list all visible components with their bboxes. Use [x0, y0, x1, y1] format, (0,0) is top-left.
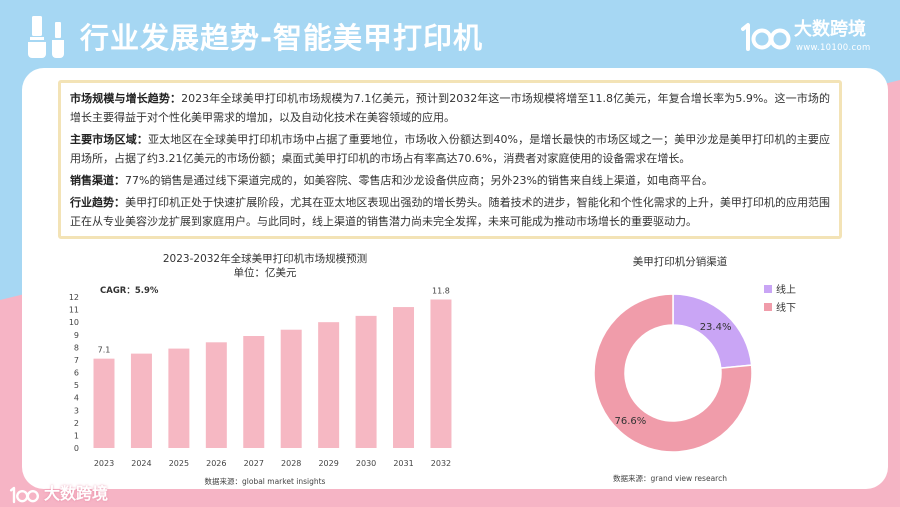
slice-label-offline: 76.6%	[615, 416, 647, 427]
paragraph-text: 美甲打印机正处于快速扩展阶段，尤其在亚太地区表现出强劲的增长势头。随着技术的进步…	[70, 196, 830, 228]
y-tick-label-2: 2	[74, 419, 79, 428]
y-tick-label-11: 11	[69, 306, 79, 315]
summary-paragraph-market-size: 市场规模与增长趋势：2023年全球美甲打印机市场规模为7.1亿美元，预计到203…	[70, 89, 830, 127]
x-tick-label-2024: 2024	[131, 459, 151, 468]
y-tick-label-5: 5	[74, 381, 79, 390]
bar-2030	[355, 315, 377, 448]
paragraph-label: 市场规模与增长趋势：	[70, 92, 182, 105]
legend-swatch-online	[764, 285, 772, 293]
paragraph-label: 销售渠道：	[70, 174, 125, 187]
bar-2026	[205, 342, 227, 448]
x-tick-label-2029: 2029	[318, 459, 338, 468]
y-tick-label-0: 0	[74, 444, 79, 453]
page-title: 行业发展趋势-智能美甲打印机	[80, 21, 484, 55]
legend-swatch-offline	[764, 303, 772, 311]
summary-paragraph-channels: 销售渠道：77%的销售是通过线下渠道完成的，如美容院、零售店和沙龙设备供应商；另…	[70, 171, 830, 190]
brand-url: www.10100.com	[796, 43, 871, 53]
y-tick-label-7: 7	[74, 356, 79, 365]
bar-2025	[168, 348, 190, 448]
slice-label-online: 23.4%	[700, 322, 732, 333]
paragraph-label: 行业趋势：	[70, 196, 126, 209]
x-tick-label-2025: 2025	[169, 459, 189, 468]
x-tick-label-2030: 2030	[356, 459, 376, 468]
donut-chart-title: 美甲打印机分销渠道	[633, 255, 728, 268]
content-card	[22, 68, 888, 489]
brand-logo-mark	[741, 23, 791, 51]
x-tick-label-2032: 2032	[431, 459, 451, 468]
y-tick-label-10: 10	[69, 318, 79, 327]
y-tick-label-8: 8	[74, 343, 79, 352]
x-tick-label-2031: 2031	[393, 459, 413, 468]
bar-2031	[393, 307, 415, 448]
donut-slice-offline	[593, 293, 753, 453]
bar-chart-unit: 单位：亿美元	[234, 266, 297, 279]
brand-logo-bottom: 大数跨境	[6, 484, 116, 506]
y-tick-label-4: 4	[74, 394, 79, 403]
brand-logo-top: 大数跨境 www.10100.com	[738, 18, 873, 56]
paragraph-label: 主要市场区域：	[70, 133, 149, 146]
summary-box: 市场规模与增长趋势：2023年全球美甲打印机市场规模为7.1亿美元，预计到203…	[58, 80, 842, 239]
summary-paragraph-regions: 主要市场区域：亚太地区在全球美甲打印机市场中占据了重要地位，市场收入份额达到40…	[70, 130, 830, 168]
data-label-2023: 7.1	[98, 346, 111, 355]
x-tick-label-2026: 2026	[206, 459, 226, 468]
paragraph-text: 2023年全球美甲打印机市场规模为7.1亿美元，预计到2032年这一市场规模将增…	[70, 92, 831, 124]
bar-2028	[280, 329, 302, 448]
bar-2032	[430, 299, 452, 448]
y-tick-label-6: 6	[74, 369, 79, 378]
bar-2024	[130, 353, 152, 448]
y-tick-label-9: 9	[74, 331, 79, 340]
legend-label-online: 线上	[776, 283, 796, 296]
bar-2027	[243, 336, 265, 448]
y-tick-label-12: 12	[69, 293, 79, 302]
x-tick-label-2023: 2023	[94, 459, 114, 468]
brand-name: 大数跨境	[794, 19, 866, 40]
y-tick-label-3: 3	[74, 406, 79, 415]
bar-chart-title: 2023-2032年全球美甲打印机市场规模预测	[163, 252, 367, 265]
donut-chart-source: 数据来源：grand view research	[613, 473, 727, 483]
bar-2023	[93, 358, 115, 448]
paragraph-text: 亚太地区在全球美甲打印机市场中占据了重要地位，市场收入份额达到40%，是增长最快…	[70, 133, 830, 165]
bar-chart-source: 数据来源：global market insights	[205, 476, 326, 486]
paragraph-text: 77%的销售是通过线下渠道完成的，如美容院、零售店和沙龙设备供应商；另外23%的…	[125, 174, 713, 187]
brand-logo-mark	[9, 486, 40, 504]
x-tick-label-2028: 2028	[281, 459, 301, 468]
nail-polish-icon	[28, 16, 64, 58]
y-tick-label-1: 1	[74, 431, 79, 440]
legend-label-offline: 线下	[776, 301, 796, 314]
summary-paragraph-trends: 行业趋势：美甲打印机正处于快速扩展阶段，尤其在亚太地区表现出强劲的增长势头。随着…	[70, 193, 830, 231]
bar-2029	[318, 322, 340, 448]
brand-name: 大数跨境	[44, 484, 109, 503]
x-tick-label-2027: 2027	[244, 459, 264, 468]
data-label-2032: 11.8	[432, 287, 450, 296]
cagr-annotation: CAGR：5.9%	[100, 286, 159, 296]
